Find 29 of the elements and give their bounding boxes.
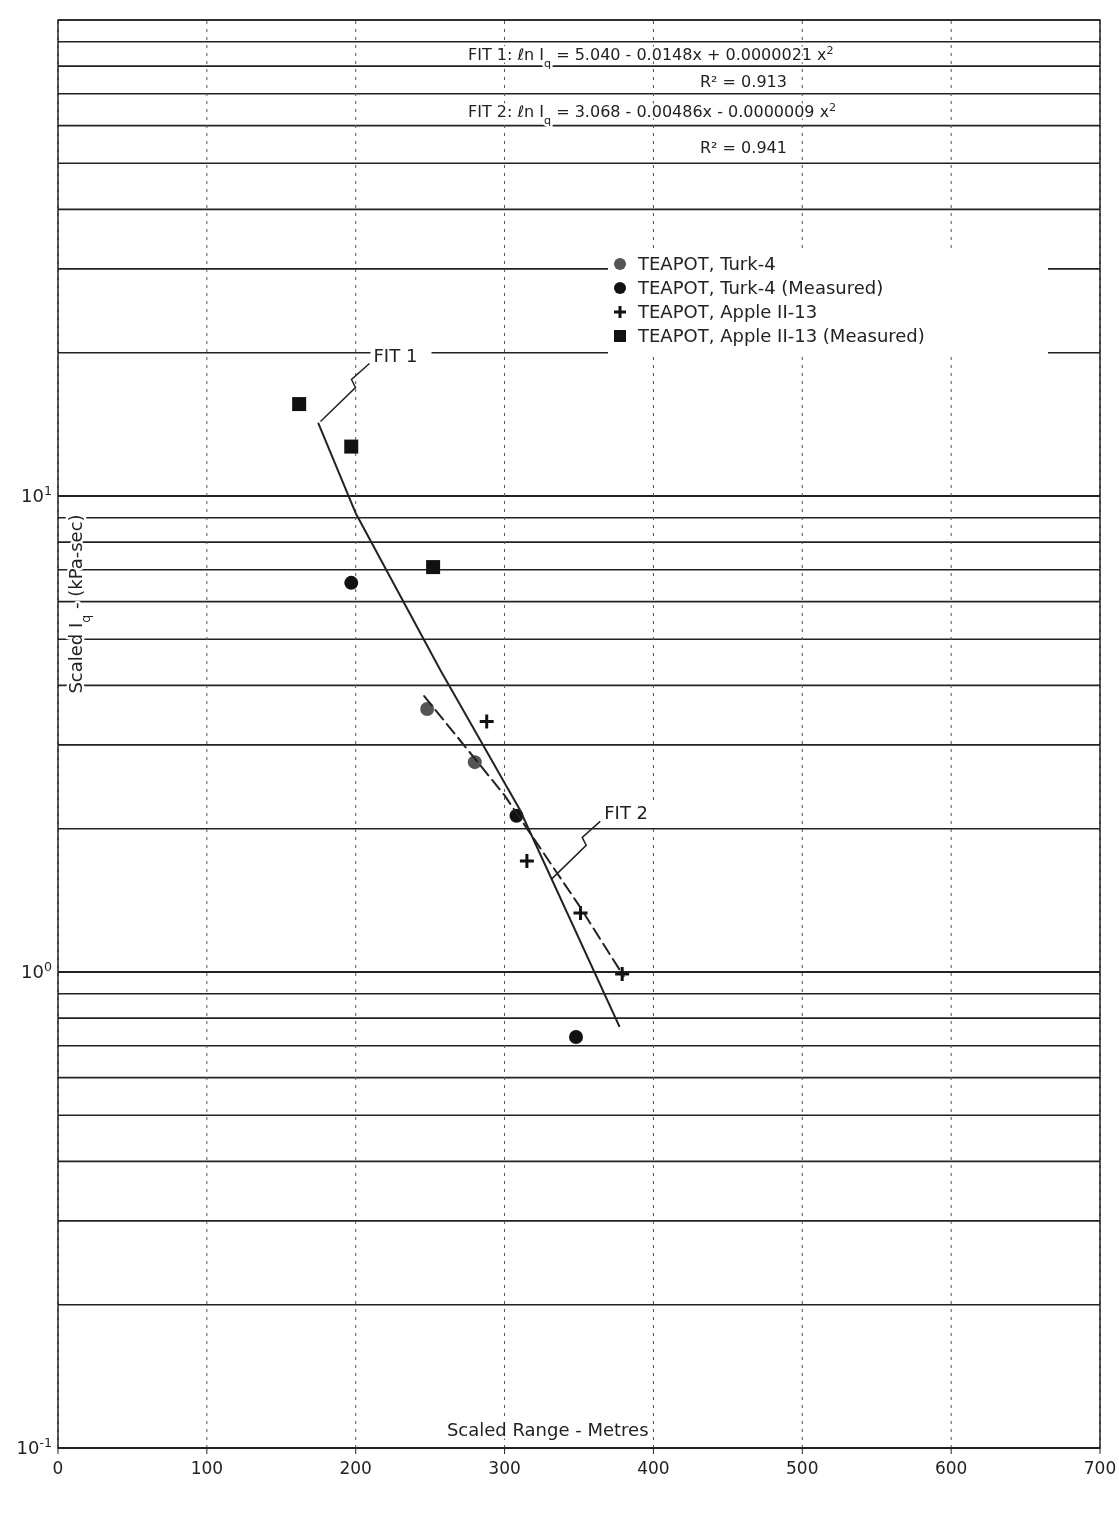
x-axis-title: Scaled Range - Metres [446,1419,649,1440]
x-tick-label: 500 [786,1458,819,1478]
annotation: FIT 1 [373,344,418,366]
point [420,701,435,716]
y-tick-label: 10$^{0}$ [21,958,52,982]
point [518,852,536,870]
point [292,397,307,412]
x-tick-label: 200 [339,1458,372,1478]
annotation: FIT 2 [604,802,649,824]
x-tick-label: 400 [637,1458,670,1478]
point [344,439,359,454]
annotation: R² = 0.913 [700,72,787,91]
point [478,712,496,730]
point [426,560,441,575]
x-tick-label: 300 [488,1458,521,1478]
annotation: R² = 0.941 [700,138,787,157]
annotation: FIT 2: ℓn I$_{q}$ = 3.068 - 0.00486x - 0.0000009 x$^{2}$ [468,100,837,127]
legend-label: TEAPOT, Turk-4 [637,253,776,274]
x-tick-label: 0 [52,1458,64,1478]
x-tick-label: 700 [1083,1458,1117,1478]
point [344,575,359,590]
y-tick-label: 10$^{-1}$ [16,1434,52,1458]
y-tick-label: 10$^{1}$ [21,482,52,506]
x-tick-label: 600 [934,1458,968,1478]
legend-label: TEAPOT, Turk-4 (Measured) [637,277,884,298]
x-tick-label: 100 [190,1458,224,1478]
legend-label: TEAPOT, Apple II-13 (Measured) [637,325,925,346]
legend-label: TEAPOT, Apple II-13 [637,301,818,322]
point [569,1030,584,1045]
